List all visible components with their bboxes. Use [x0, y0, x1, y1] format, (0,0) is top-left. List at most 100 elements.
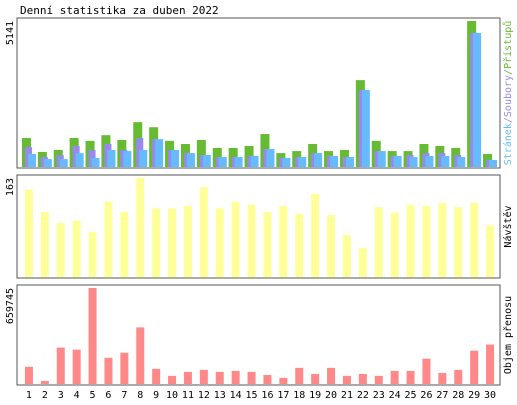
- x-tick-label: 15: [246, 390, 258, 401]
- bar: [43, 159, 52, 167]
- bar: [199, 369, 208, 384]
- bar: [454, 369, 463, 384]
- x-tick-label: 20: [325, 390, 337, 401]
- bar: [298, 157, 307, 167]
- bar: [91, 157, 100, 167]
- bar: [218, 157, 227, 167]
- bar: [136, 327, 145, 384]
- legend-entry: Přístupů: [502, 21, 514, 69]
- legend-entry: Soubory: [503, 75, 514, 117]
- bar: [136, 178, 145, 277]
- bar: [374, 207, 383, 277]
- bar: [438, 202, 447, 277]
- legend-separator: /: [503, 69, 514, 75]
- bar: [250, 155, 259, 167]
- bar: [120, 352, 129, 384]
- bar: [266, 149, 275, 167]
- x-tick-label: 17: [277, 390, 289, 401]
- x-tick-label: 26: [420, 390, 432, 401]
- bar: [409, 157, 418, 167]
- bar: [377, 151, 386, 167]
- x-tick-label: 10: [166, 390, 178, 401]
- bar: [438, 372, 447, 384]
- bar: [358, 247, 367, 277]
- x-tick-label: 21: [341, 390, 353, 401]
- x-tick-label: 19: [309, 390, 321, 401]
- y-axis-label: Objem přenosu: [502, 296, 514, 374]
- bar: [311, 193, 320, 277]
- bar: [457, 157, 466, 167]
- bar: [120, 212, 129, 277]
- bar: [361, 90, 370, 167]
- bar: [152, 368, 161, 384]
- bar: [358, 373, 367, 384]
- legend-entry: Stránek: [502, 123, 514, 165]
- x-tick-label: 11: [182, 390, 194, 401]
- x-tick-label: 5: [90, 390, 96, 401]
- bar: [123, 151, 132, 167]
- bar: [342, 375, 351, 384]
- bar: [24, 366, 33, 384]
- x-tick-label: 29: [468, 390, 480, 401]
- bar: [231, 370, 240, 384]
- bar: [247, 204, 256, 277]
- x-tick-label: 3: [58, 390, 64, 401]
- bar: [199, 187, 208, 277]
- bar: [104, 201, 113, 277]
- bar: [59, 159, 68, 167]
- bar: [168, 375, 177, 384]
- x-tick-label: 24: [389, 390, 401, 401]
- x-tick-label: 12: [198, 390, 210, 401]
- bar: [183, 371, 192, 384]
- bar: [295, 367, 304, 384]
- bar: [56, 222, 65, 277]
- bar: [406, 370, 415, 384]
- bar: [295, 213, 304, 277]
- bar: [374, 375, 383, 384]
- bar: [314, 153, 323, 167]
- bar: [486, 344, 495, 384]
- bar: [441, 155, 450, 167]
- bar: [486, 225, 495, 277]
- y-axis-label: Návštěv: [502, 205, 514, 247]
- x-tick-label: 8: [137, 390, 143, 401]
- bar: [422, 205, 431, 277]
- legend-separator: /: [503, 117, 514, 123]
- bar: [152, 208, 161, 277]
- bar: [345, 157, 354, 167]
- bar: [40, 380, 49, 384]
- bar: [56, 347, 65, 384]
- bar: [282, 157, 291, 167]
- panel-frame: [16, 17, 501, 169]
- x-tick-label: 23: [373, 390, 385, 401]
- bar: [390, 212, 399, 277]
- bar: [196, 140, 206, 167]
- x-tick-label: 28: [452, 390, 464, 401]
- bar: [40, 212, 49, 277]
- x-tick-label: 18: [293, 390, 305, 401]
- x-tick-label: 25: [405, 390, 417, 401]
- x-tick-label: 30: [484, 390, 496, 401]
- x-tick-label: 4: [74, 390, 80, 401]
- bar: [168, 208, 177, 277]
- panel-frame: [16, 284, 501, 386]
- y-tick-label: 5141: [5, 21, 16, 45]
- chart-title: Denní statistika za duben 2022: [20, 4, 219, 17]
- x-tick-label: 16: [261, 390, 273, 401]
- bar: [202, 155, 211, 167]
- x-tick-label: 7: [121, 390, 127, 401]
- panel-frame: [16, 174, 501, 279]
- bar: [470, 202, 479, 277]
- bar: [104, 357, 113, 384]
- bar: [473, 32, 482, 167]
- x-tick-label: 9: [153, 390, 159, 401]
- bar: [406, 204, 415, 277]
- bar: [247, 371, 256, 384]
- x-tick-label: 14: [230, 390, 242, 401]
- bar: [263, 374, 272, 384]
- bar: [183, 205, 192, 277]
- bar: [279, 205, 288, 277]
- bar: [72, 220, 81, 277]
- bar: [186, 153, 195, 167]
